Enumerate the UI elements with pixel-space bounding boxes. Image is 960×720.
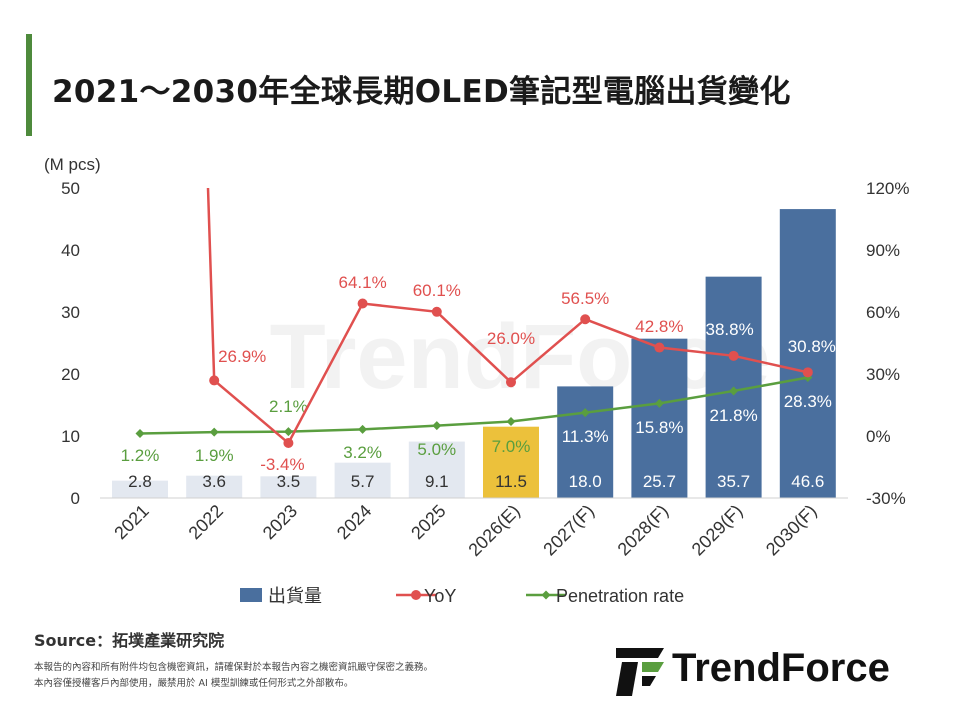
legend-yoy-marker [411, 590, 421, 600]
bar-2024 [334, 462, 391, 498]
y2-tick-label: 0% [866, 427, 891, 446]
y2-tick-label: -30% [866, 489, 906, 508]
penetration-point [283, 427, 293, 437]
penetration-line [139, 376, 809, 435]
bar-2030(F) [779, 209, 836, 498]
legend-penetration-marker [541, 590, 551, 600]
y-tick-label: 10 [61, 427, 80, 446]
y2-tick-label: 120% [866, 179, 909, 198]
bar-2026(E) [483, 426, 539, 498]
page-title: 2021～2030年全球長期OLED筆記型電腦出貨變化 [52, 74, 791, 110]
bar-value-label: 35.7 [717, 472, 750, 491]
y2-tick-label: 90% [866, 241, 900, 260]
x-tick-label: 2023 [259, 501, 301, 543]
penetration-point [358, 424, 368, 434]
y-tick-label: 20 [61, 365, 80, 384]
yoy-label: 26.9% [218, 347, 266, 366]
title-accent-bar [26, 34, 32, 136]
x-tick-label: 2022 [185, 501, 227, 543]
penetration-label: 21.8% [709, 406, 757, 425]
yoy-point [802, 367, 813, 378]
yoy-label: 26.0% [487, 329, 535, 348]
bar-2022 [186, 475, 243, 498]
bar-2021 [112, 480, 168, 498]
penetration-label: 7.0% [492, 437, 531, 456]
yoy-point [654, 342, 665, 353]
yoy-label: 60.1% [413, 281, 461, 300]
penetration-point [432, 421, 442, 431]
bar-value-label: 5.7 [351, 472, 375, 491]
penetration-point [729, 386, 739, 396]
y-tick-label: 0 [71, 489, 80, 508]
penetration-label: 2.1% [269, 397, 308, 416]
x-tick-label: 2026(E) [464, 501, 523, 560]
bar-value-label: 3.5 [277, 472, 301, 491]
yoy-point [357, 298, 368, 309]
penetration-label: 28.3% [784, 392, 832, 411]
legend-bar-label: 出貨量 [268, 586, 322, 606]
y2-tick-label: 30% [866, 365, 900, 384]
x-tick-label: 2021 [110, 501, 152, 543]
bar-2023 [260, 476, 317, 498]
y-axis-unit: (M pcs) [44, 155, 101, 174]
source-note: Source：拓墣產業研究院 [34, 631, 225, 650]
trendforce-logo-icon [616, 648, 664, 696]
bar-value-label: 2.8 [128, 472, 152, 491]
penetration-label: 3.2% [343, 443, 382, 462]
logo-text: TrendForce [672, 646, 890, 690]
yoy-line [206, 187, 809, 445]
yoy-point [580, 314, 591, 325]
yoy-label: 42.8% [635, 317, 683, 336]
legend-bar-swatch [240, 588, 262, 602]
y-tick-label: 50 [61, 179, 80, 198]
bar-value-label: 3.6 [202, 472, 226, 491]
yoy-point [431, 306, 442, 317]
bar-value-label: 46.6 [791, 472, 824, 491]
penetration-point [580, 408, 590, 418]
yoy-label: -3.4% [260, 455, 304, 474]
penetration-label: 1.2% [121, 446, 160, 465]
trendforce-logo: TrendForce [612, 644, 932, 700]
x-tick-label: 2027(F) [539, 501, 598, 560]
penetration-label: 5.0% [417, 440, 456, 459]
bar-value-label: 9.1 [425, 472, 449, 491]
y-tick-label: 30 [61, 303, 80, 322]
penetration-point [135, 429, 145, 439]
penetration-label: 1.9% [195, 446, 234, 465]
yoy-label: 30.8% [788, 337, 836, 356]
x-tick-label: 2025 [407, 501, 449, 543]
y-tick-label: 40 [61, 241, 80, 260]
bar-value-label: 25.7 [643, 472, 676, 491]
legend-penetration-label: Penetration rate [556, 586, 684, 606]
legend-yoy-label: YoY [424, 586, 456, 606]
bar-value-label: 18.0 [569, 472, 602, 491]
penetration-point [506, 417, 516, 427]
disclaimer-line-2: 本內容僅授權客戶內部使用，嚴禁用於 AI 模型訓練或任何形式之外部散布。 [34, 678, 354, 689]
penetration-label: 15.8% [635, 418, 683, 437]
penetration-point [209, 427, 219, 437]
y2-tick-label: 60% [866, 303, 900, 322]
bar-2025 [408, 441, 465, 498]
x-tick-label: 2024 [333, 501, 375, 543]
disclaimer-line-1: 本報告的內容和所有附件均包含機密資訊，請確保對於本報告內容之機密資訊嚴守保密之義… [34, 662, 434, 673]
x-tick-label: 2030(F) [762, 501, 821, 560]
yoy-point [209, 375, 220, 386]
yoy-point [283, 438, 294, 449]
x-tick-label: 2029(F) [688, 501, 747, 560]
yoy-point [728, 350, 739, 361]
yoy-label: 64.1% [338, 273, 386, 292]
yoy-label: 56.5% [561, 289, 609, 308]
yoy-point [506, 377, 516, 388]
watermark-text: TrendForce [269, 306, 770, 408]
yoy-label: 38.8% [705, 320, 753, 339]
penetration-point [654, 398, 664, 408]
bar-2027(F) [557, 386, 614, 498]
bar-value-label: 11.5 [495, 472, 527, 491]
bar-2028(F) [631, 338, 688, 498]
penetration-label: 11.3% [562, 427, 609, 446]
x-tick-label: 2028(F) [614, 501, 673, 560]
